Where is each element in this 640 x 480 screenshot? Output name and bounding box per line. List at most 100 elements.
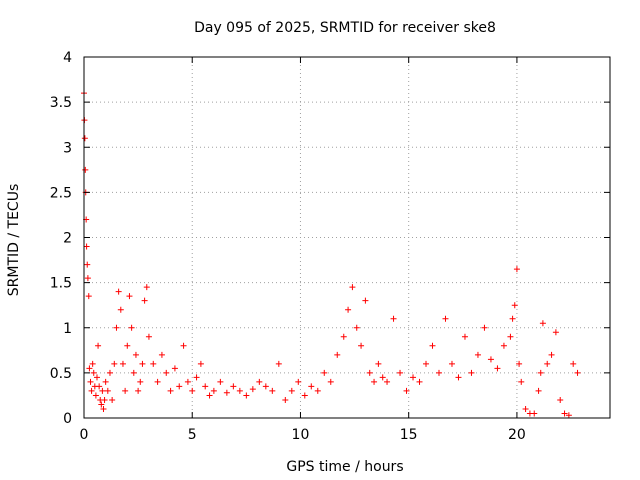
data-point xyxy=(327,378,334,385)
data-point xyxy=(150,360,157,367)
data-point xyxy=(113,324,120,331)
data-point xyxy=(99,387,106,394)
data-point xyxy=(96,383,103,390)
data-point xyxy=(390,315,397,322)
data-point xyxy=(93,374,100,381)
data-point xyxy=(249,386,256,393)
data-point xyxy=(353,324,360,331)
data-point xyxy=(81,135,88,142)
data-point xyxy=(83,243,90,250)
plot-frame xyxy=(83,56,611,419)
data-point xyxy=(180,342,187,349)
data-point xyxy=(518,378,525,385)
grid-lines xyxy=(84,57,610,418)
data-point xyxy=(145,333,152,340)
y-tick-label: 1 xyxy=(63,321,72,337)
data-point xyxy=(100,405,107,412)
data-point xyxy=(176,383,183,390)
data-point xyxy=(104,387,111,394)
data-point xyxy=(167,387,174,394)
y-tick-label: 4 xyxy=(63,50,72,66)
data-point xyxy=(423,360,430,367)
axes: 0 5 10 15 20 0 0.5 1 1.5 2 2.5 3 3.5 4 xyxy=(50,50,610,443)
data-point xyxy=(340,333,347,340)
data-point xyxy=(87,378,94,385)
data-point xyxy=(531,410,538,417)
data-point xyxy=(522,405,529,412)
data-point xyxy=(537,369,544,376)
data-point xyxy=(513,266,520,273)
data-point xyxy=(494,365,501,372)
data-point xyxy=(197,360,204,367)
data-point xyxy=(84,261,91,268)
data-point xyxy=(109,396,116,403)
data-point xyxy=(171,365,178,372)
data-point xyxy=(345,306,352,313)
data-point xyxy=(509,315,516,322)
y-tick-label: 1.5 xyxy=(50,276,72,292)
data-point xyxy=(544,360,551,367)
data-point xyxy=(288,387,295,394)
data-point xyxy=(500,342,507,349)
y-tick-label: 2.5 xyxy=(50,185,72,201)
data-point xyxy=(85,293,92,300)
data-point xyxy=(82,166,89,173)
data-point xyxy=(102,378,109,385)
data-point xyxy=(92,392,99,399)
data-point xyxy=(349,284,356,291)
data-point xyxy=(397,369,404,376)
data-point xyxy=(410,374,417,381)
data-point xyxy=(487,356,494,363)
data-point xyxy=(119,360,126,367)
data-point xyxy=(375,360,382,367)
data-point xyxy=(269,387,276,394)
x-tick-label: 5 xyxy=(188,427,197,443)
data-point xyxy=(117,306,124,313)
data-point xyxy=(141,297,148,304)
data-point xyxy=(243,392,250,399)
data-point xyxy=(358,342,365,349)
data-point xyxy=(535,387,542,394)
data-point xyxy=(135,387,142,394)
data-point xyxy=(210,387,217,394)
data-point xyxy=(366,369,373,376)
data-point xyxy=(321,369,328,376)
data-point xyxy=(442,315,449,322)
data-point xyxy=(511,302,518,309)
data-point xyxy=(90,369,97,376)
data-point xyxy=(403,387,410,394)
data-point xyxy=(282,396,289,403)
data-point xyxy=(481,324,488,331)
data-point xyxy=(262,383,269,390)
data-point xyxy=(334,351,341,358)
data-point xyxy=(552,329,559,336)
data-point xyxy=(128,324,135,331)
x-axis-label: GPS time / hours xyxy=(286,459,403,475)
data-point xyxy=(548,351,555,358)
y-tick-label: 0.5 xyxy=(50,366,72,382)
data-point xyxy=(435,369,442,376)
data-point xyxy=(295,378,302,385)
data-point xyxy=(193,374,200,381)
data-point xyxy=(275,360,282,367)
y-tick-label: 3 xyxy=(63,140,72,156)
data-point xyxy=(308,383,315,390)
data-point xyxy=(98,401,105,408)
data-point xyxy=(256,378,263,385)
data-points xyxy=(81,90,581,419)
data-point xyxy=(223,389,230,396)
x-tick-label: 20 xyxy=(508,427,526,443)
data-point xyxy=(574,369,581,376)
data-point xyxy=(163,369,170,376)
data-point xyxy=(89,360,96,367)
data-point xyxy=(206,392,213,399)
data-point xyxy=(539,320,546,327)
data-point xyxy=(448,360,455,367)
x-tick-label: 10 xyxy=(292,427,310,443)
data-point xyxy=(429,342,436,349)
data-point xyxy=(88,387,95,394)
data-point xyxy=(95,342,102,349)
data-point xyxy=(565,412,572,419)
data-point xyxy=(557,396,564,403)
